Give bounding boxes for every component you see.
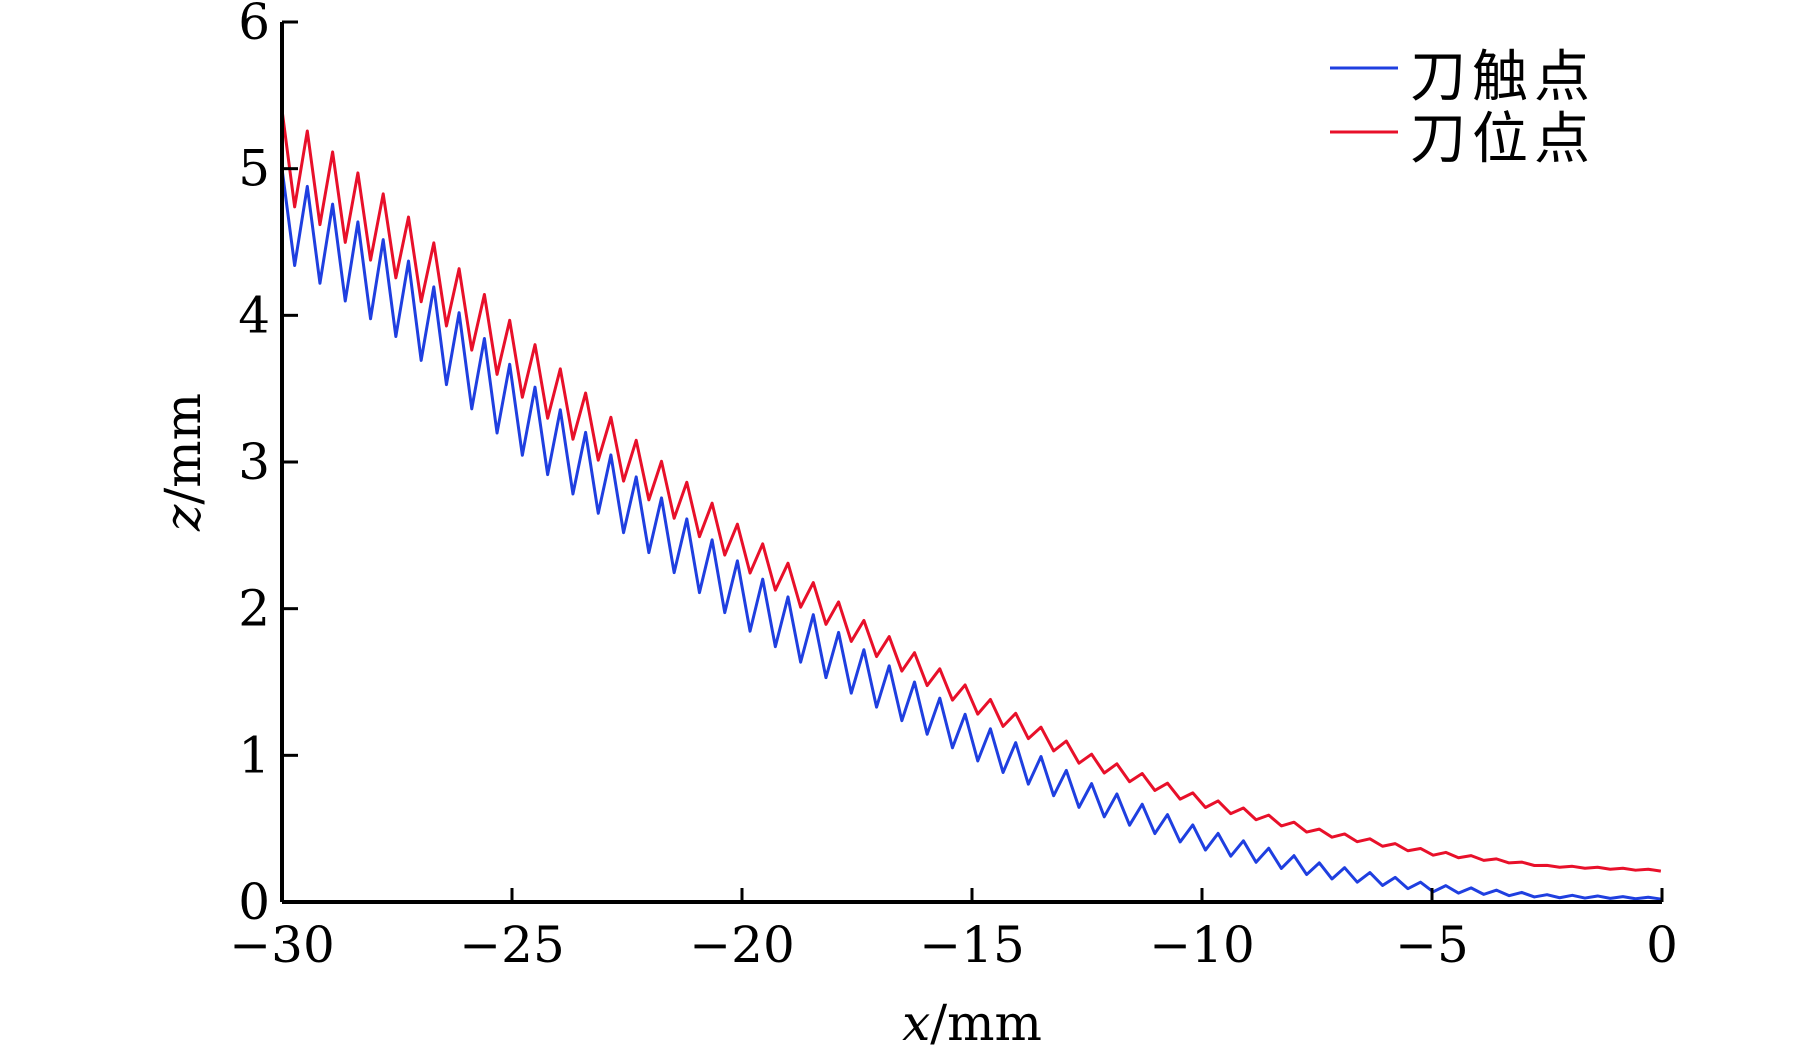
y-tick-label: 1 (238, 726, 270, 784)
x-tick-label: −25 (459, 916, 565, 974)
x-tick-label: −20 (689, 916, 795, 974)
y-tick-label: 0 (238, 873, 270, 931)
legend-label-series-1: 刀位点 (1410, 107, 1596, 172)
x-tick-label: −10 (1149, 916, 1255, 974)
y-tick-label: 2 (238, 580, 270, 638)
y-axis-unit: /mm (154, 393, 212, 505)
y-tick-label: 5 (238, 140, 270, 198)
x-axis-var: x (902, 994, 930, 1049)
x-ticks: −30 −25 −20 −15 −10 −5 0 (229, 888, 1678, 974)
plot-lines (280, 109, 1662, 901)
y-tick-label: 6 (238, 0, 270, 51)
x-tick-label: −5 (1395, 916, 1469, 974)
legend: 刀触点 刀位点 (1330, 45, 1596, 172)
y-axis-title: z/mm (154, 393, 212, 532)
x-tick-label: −15 (919, 916, 1025, 974)
y-ticks: 0 1 2 3 4 5 6 (238, 0, 298, 931)
series-line-1 (280, 109, 1662, 873)
legend-label-series-0: 刀触点 (1410, 45, 1596, 110)
x-axis-title: x/mm (902, 994, 1042, 1049)
series-line-0 (280, 168, 1662, 901)
y-tick-label: 4 (238, 286, 270, 344)
x-tick-label: −30 (229, 916, 335, 974)
y-tick-label: 3 (238, 433, 270, 491)
x-axis-unit: /mm (930, 994, 1042, 1049)
x-tick-label: 0 (1646, 916, 1678, 974)
y-axis-var: z (154, 504, 212, 532)
